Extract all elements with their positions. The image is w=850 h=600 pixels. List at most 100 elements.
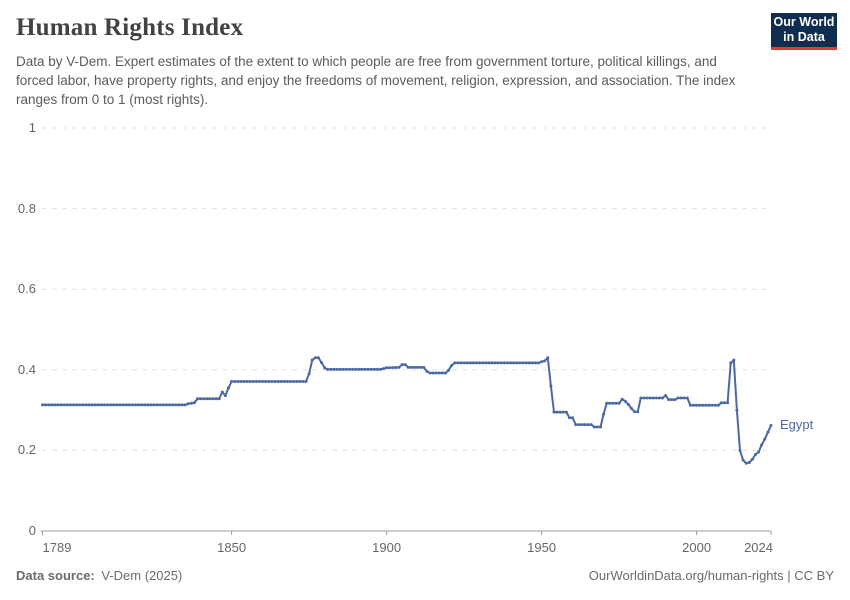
- data-point: [174, 403, 178, 407]
- data-point: [670, 398, 674, 402]
- series-entity-label: Egypt: [780, 417, 814, 432]
- data-point: [68, 403, 72, 407]
- x-axis-label: 2000: [682, 540, 712, 555]
- egypt-line-series: [42, 356, 772, 465]
- data-point: [403, 363, 407, 367]
- data-point: [546, 356, 550, 360]
- owid-url-link[interactable]: OurWorldinData.org/human-rights: [588, 568, 784, 583]
- data-point: [59, 403, 63, 407]
- data-point: [329, 367, 333, 371]
- y-axis-label: 0.8: [17, 200, 36, 216]
- data-point: [127, 403, 131, 407]
- data-point: [295, 380, 299, 383]
- x-axis-label: 2024: [744, 540, 773, 555]
- data-point: [217, 397, 221, 401]
- y-axis-label: 0.4: [17, 361, 36, 377]
- data-point: [626, 403, 630, 406]
- data-point: [115, 403, 119, 407]
- data-point: [99, 403, 103, 407]
- data-point: [196, 397, 199, 401]
- data-point: [499, 361, 503, 365]
- data-point: [44, 403, 48, 407]
- data-point: [754, 452, 757, 456]
- data-point: [140, 403, 144, 407]
- data-point: [738, 448, 742, 452]
- data-point: [388, 366, 392, 370]
- data-point: [465, 361, 469, 365]
- data-point: [614, 401, 618, 405]
- owid-logo[interactable]: Our World in Data: [771, 13, 837, 50]
- data-point: [506, 361, 509, 365]
- data-point: [62, 403, 66, 407]
- data-point: [177, 403, 181, 407]
- data-point: [416, 365, 420, 369]
- data-point: [540, 360, 544, 364]
- data-point: [347, 367, 351, 371]
- data-point: [130, 403, 134, 407]
- data-point: [152, 403, 156, 407]
- data-point: [713, 403, 717, 407]
- data-point: [645, 396, 649, 400]
- data-point: [341, 367, 345, 371]
- data-point: [276, 380, 280, 383]
- data-point: [78, 403, 82, 407]
- data-point: [394, 366, 398, 369]
- data-point: [245, 380, 249, 383]
- data-point: [716, 403, 720, 407]
- data-point: [698, 403, 702, 407]
- data-point: [53, 403, 57, 407]
- data-point: [202, 397, 206, 401]
- data-point: [592, 425, 596, 429]
- chart-subtitle: Data by V-Dem. Expert estimates of the e…: [16, 54, 736, 108]
- data-point: [456, 361, 460, 365]
- data-point: [397, 365, 401, 369]
- data-point: [161, 403, 165, 407]
- data-point: [369, 367, 373, 371]
- data-point: [453, 361, 457, 365]
- data-point: [747, 461, 751, 464]
- y-axis-label: 1: [28, 120, 36, 135]
- data-point: [96, 403, 100, 407]
- data-point: [409, 365, 413, 369]
- data-point: [431, 371, 435, 375]
- data-point: [623, 399, 627, 403]
- data-point: [90, 403, 94, 407]
- data-point: [400, 363, 404, 367]
- data-point: [282, 380, 286, 383]
- data-point: [385, 366, 389, 370]
- data-point: [537, 361, 540, 365]
- data-point: [304, 380, 308, 383]
- y-axis-label: 0.6: [17, 281, 36, 297]
- data-point: [521, 361, 525, 365]
- data-point: [710, 403, 714, 407]
- data-point: [524, 361, 528, 365]
- data-point: [270, 380, 274, 383]
- data-point: [608, 401, 612, 405]
- data-point: [81, 403, 85, 407]
- data-point: [143, 403, 147, 407]
- data-point: [50, 403, 54, 407]
- data-point: [704, 403, 708, 407]
- data-point: [223, 394, 227, 398]
- data-point: [676, 396, 680, 400]
- data-point: [679, 396, 683, 400]
- data-point: [211, 397, 215, 401]
- data-point: [121, 403, 125, 407]
- data-point: [292, 380, 296, 383]
- data-point: [605, 401, 609, 405]
- data-point: [527, 361, 531, 365]
- data-point: [661, 396, 664, 400]
- data-point: [372, 367, 376, 371]
- data-point: [468, 361, 472, 365]
- data-point: [214, 397, 218, 401]
- x-axis-label: 1900: [372, 540, 402, 555]
- data-point: [478, 361, 482, 365]
- data-point: [518, 361, 522, 365]
- data-point: [577, 423, 581, 427]
- data-point: [137, 403, 141, 407]
- data-point: [338, 367, 342, 371]
- data-point: [87, 403, 91, 407]
- data-point: [642, 396, 646, 400]
- data-point: [502, 361, 506, 365]
- data-point: [757, 450, 761, 454]
